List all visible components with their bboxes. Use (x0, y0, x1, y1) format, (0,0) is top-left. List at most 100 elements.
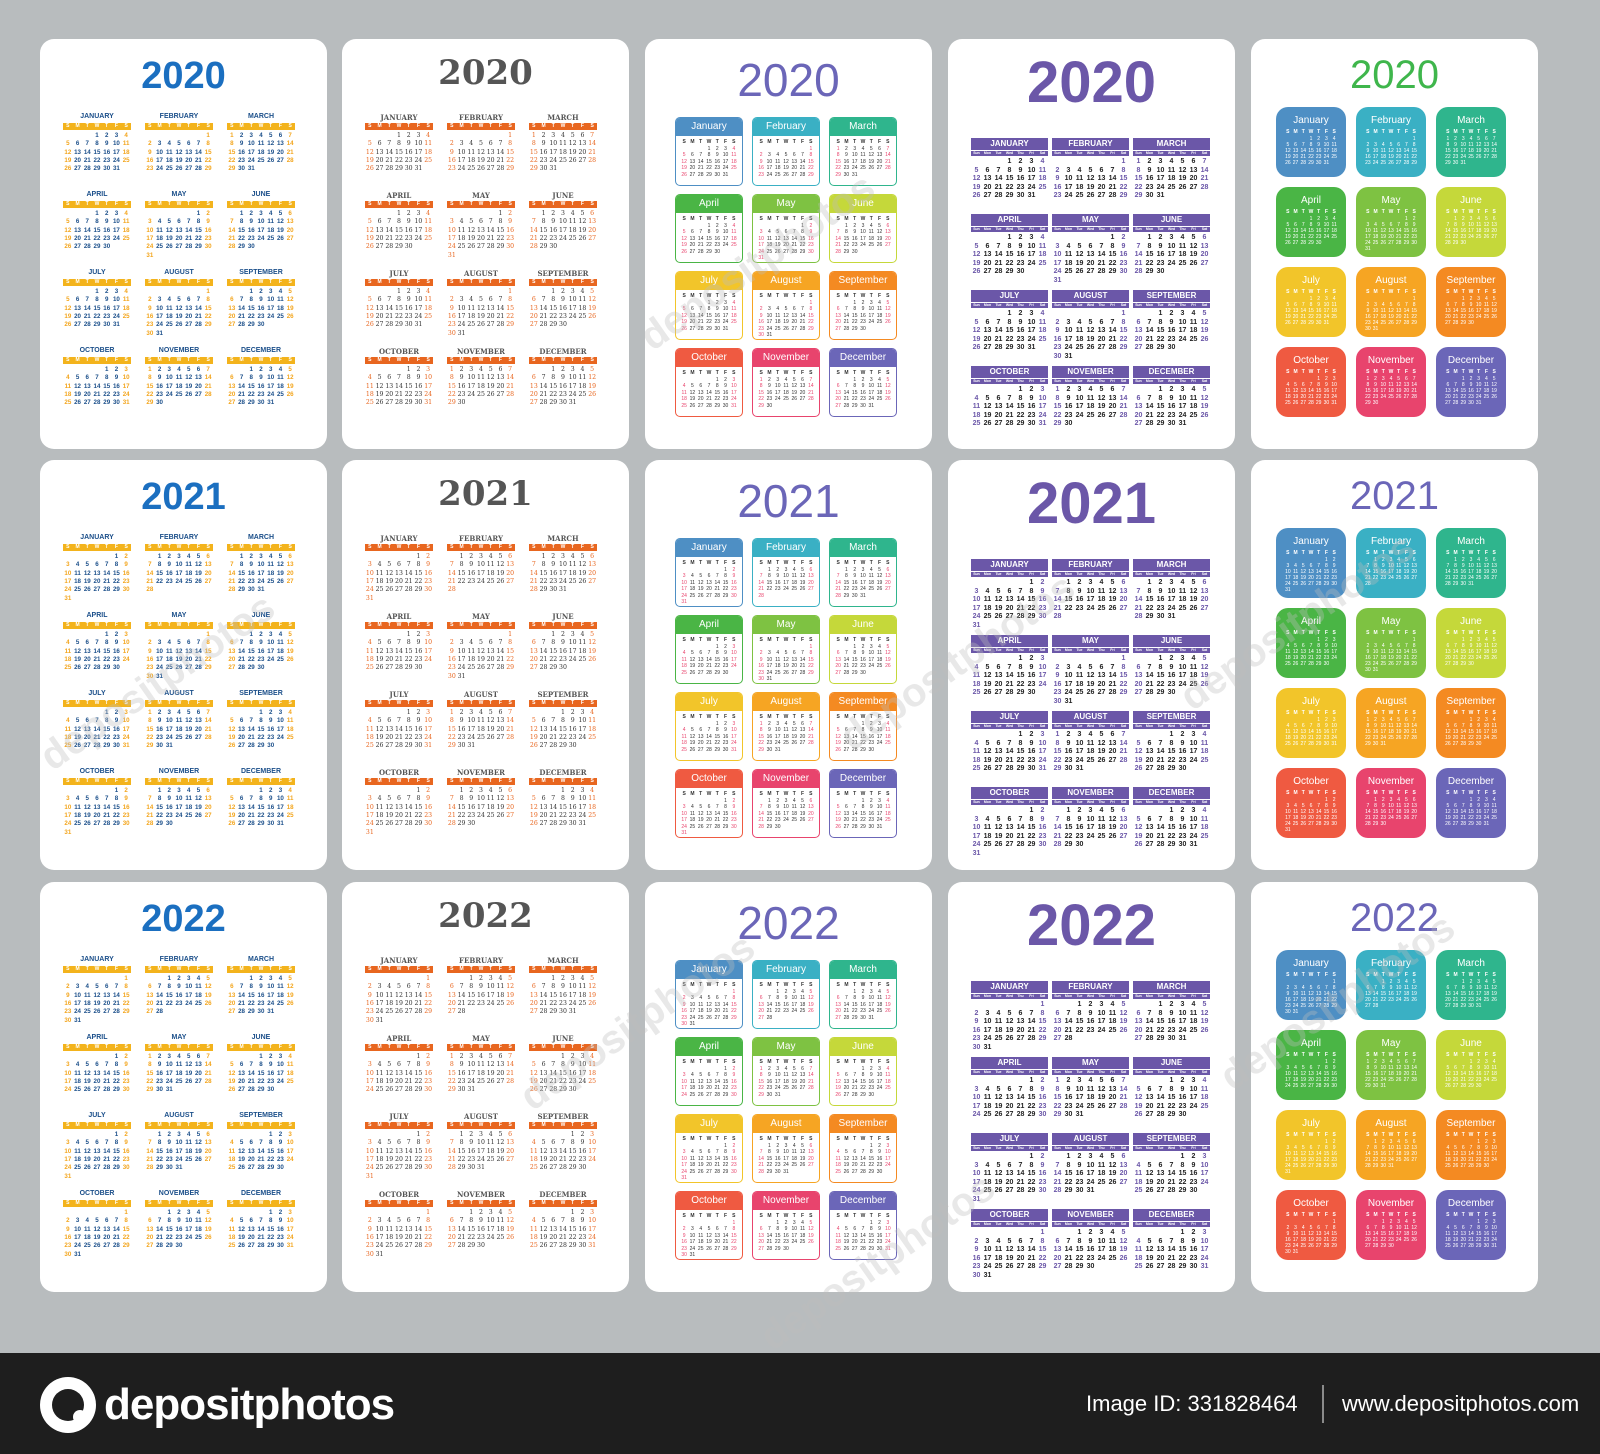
day-cell: 26 (983, 420, 992, 427)
month-block: SEPTEMBER S M T W T F S 1 2 3 4 5 6 7 8 9 10 11 12 13 14 15 16 1… (227, 269, 295, 347)
day-cell: 17 (424, 725, 433, 733)
week-row: 21 22 23 24 25 26 27 (834, 586, 892, 592)
day-cell: 2 (406, 288, 411, 295)
month-block: June S M T W T F S 1 2 3 4 5 6 7 8 9 10 11 12 13 14 15 16 17 18 19… (829, 194, 897, 263)
day-cell: 10 (1064, 327, 1073, 334)
day-cell: 3 (1066, 318, 1071, 326)
day-cell: 1 (551, 366, 556, 373)
day-cell: 26 (885, 396, 891, 403)
day-cell: 14 (404, 569, 413, 577)
day-cell: 30 (122, 586, 130, 594)
day-cell: 5 (580, 210, 585, 217)
day-cell: 9 (1018, 242, 1023, 250)
day-cell: 13 (1292, 228, 1299, 234)
day-cell: 18 (783, 733, 789, 740)
month-block: JUNE S M T W T F S 1 2 3 4 5 6 7 8 9 10 11 12 13 14 15 16 17 18 19… (227, 191, 295, 269)
day-cell: 23 (1016, 183, 1025, 191)
day-cell: 9 (259, 374, 263, 382)
month-tab (753, 539, 819, 557)
day-cell: 30 (758, 676, 764, 682)
day-cell: 13 (194, 374, 202, 382)
day-cell: 24 (64, 586, 72, 594)
day-cell: 22 (1134, 183, 1143, 191)
day-cell: 13 (1097, 327, 1106, 334)
day-cell: 17 (568, 647, 577, 655)
day-cell: 30 (1315, 320, 1322, 326)
week-row: 19 20 21 22 23 24 25 (971, 336, 1048, 345)
day-cell: 3 (157, 296, 162, 304)
weekday-label: W (706, 791, 712, 797)
weekday-label: M (767, 139, 772, 145)
day-cell: 31 (1372, 326, 1379, 332)
day-cell: 17 (860, 235, 866, 242)
day-cell: 20 (885, 579, 891, 586)
day-cell: 27 (194, 733, 202, 741)
day-cell: 27 (529, 664, 538, 672)
day-cell: 22 (539, 577, 548, 585)
week-row: 31 (63, 595, 131, 603)
day-cell: 21 (194, 312, 202, 320)
weekday-label: M (459, 279, 464, 285)
day-cell: 13 (385, 647, 394, 655)
day-cell: 29 (156, 820, 163, 828)
day-cell: 5 (1088, 166, 1093, 174)
day-cell: 30 (714, 171, 721, 178)
day-cell: 19 (876, 579, 883, 586)
weekday-label: Sat (1039, 303, 1046, 307)
day-cell: 19 (697, 586, 704, 593)
day-cell: 4 (792, 567, 796, 573)
day-cell: 25 (424, 312, 433, 320)
day-cell: 18 (578, 382, 587, 390)
week-row: 1 (1364, 136, 1418, 142)
weekday-label: W (783, 791, 789, 797)
week-row: 18 19 20 21 22 23 24 (365, 656, 433, 664)
day-cell: 13 (706, 579, 712, 586)
day-cell: 22 (851, 396, 858, 403)
weekday-label: T (1301, 129, 1305, 135)
day-cell: 13 (1403, 382, 1410, 388)
day-cell: 11 (477, 717, 485, 725)
day-cell: 16 (424, 803, 433, 811)
month-block: NOVEMBER S M T W T F S 1 2 3 4 5 6 7 8 9 10 11 12 13 14 15 16 17… (447, 347, 515, 425)
day-cell: 24 (365, 586, 374, 594)
day-cell: 23 (714, 242, 721, 249)
day-cell: 24 (122, 655, 130, 663)
day-cell: 12 (385, 803, 394, 811)
day-cell: 6 (377, 140, 382, 148)
month-tab (830, 349, 896, 367)
month-block: DECEMBER S M T W T F S 1 2 3 4 5 6 7 8 9 10 11 12 13 14 15 16 17… (529, 768, 597, 846)
day-cell: 13 (1445, 388, 1451, 394)
month-name: March (849, 542, 877, 553)
day-cell: 19 (496, 803, 505, 811)
day-cell: 16 (103, 226, 111, 234)
day-cell: 10 (1064, 175, 1073, 182)
day-cell: 20 (791, 165, 798, 172)
day-cell: 1 (148, 366, 152, 373)
month-tab (676, 770, 742, 788)
day-cell: 6 (1301, 382, 1305, 388)
day-cell: 14 (1445, 228, 1451, 234)
day-cell: 27 (791, 325, 798, 332)
day-cell: 15 (103, 382, 111, 390)
day-cell: 30 (714, 248, 721, 255)
day-cell: 30 (247, 243, 255, 251)
week-row: 14 15 16 17 18 19 20 (757, 811, 815, 817)
day-cell: 13 (385, 382, 394, 390)
week-row: 5 6 7 8 9 10 11 (365, 218, 433, 226)
day-cell: 1 (845, 567, 848, 573)
week-row: 4 5 6 7 8 9 10 (365, 639, 433, 647)
weekday-label: T (869, 714, 873, 720)
month-name: December (839, 352, 887, 363)
day-cell: 23 (122, 811, 130, 819)
day-cell: 4 (768, 229, 771, 236)
day-cell: 11 (1388, 382, 1394, 388)
day-cell: 7 (551, 717, 556, 725)
weekday-label: W (706, 139, 712, 145)
weekday-label: M (541, 123, 546, 129)
